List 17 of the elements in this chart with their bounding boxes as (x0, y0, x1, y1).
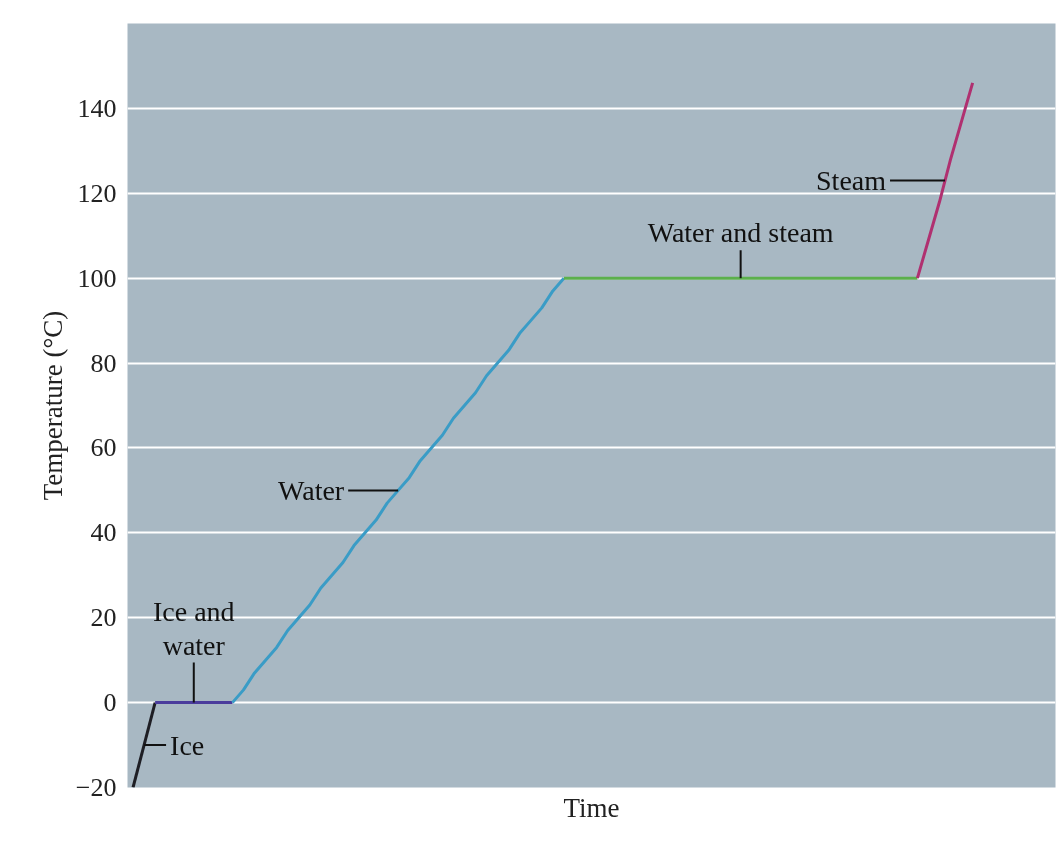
y-tick-label: 100 (77, 263, 117, 293)
x-axis-title: Time (563, 792, 620, 823)
series-label: Steam (816, 165, 887, 197)
series-label: Water and steam (647, 217, 834, 249)
y-tick-label: 80 (90, 348, 117, 378)
y-tick-label: 60 (90, 433, 117, 463)
y-tick-label: 140 (77, 93, 117, 123)
line-series (915, 81, 975, 280)
series-label: Ice and water (152, 595, 235, 661)
series-label: Water (278, 474, 345, 506)
y-tick-label: 40 (90, 518, 117, 548)
y-tick-label: 20 (90, 603, 117, 633)
y-tick-label: −20 (75, 773, 117, 802)
y-axis-title: Temperature (°C) (37, 310, 68, 501)
series-label: Ice (170, 729, 205, 761)
y-tick-label: 120 (77, 178, 117, 208)
y-tick-label: 0 (103, 688, 117, 718)
